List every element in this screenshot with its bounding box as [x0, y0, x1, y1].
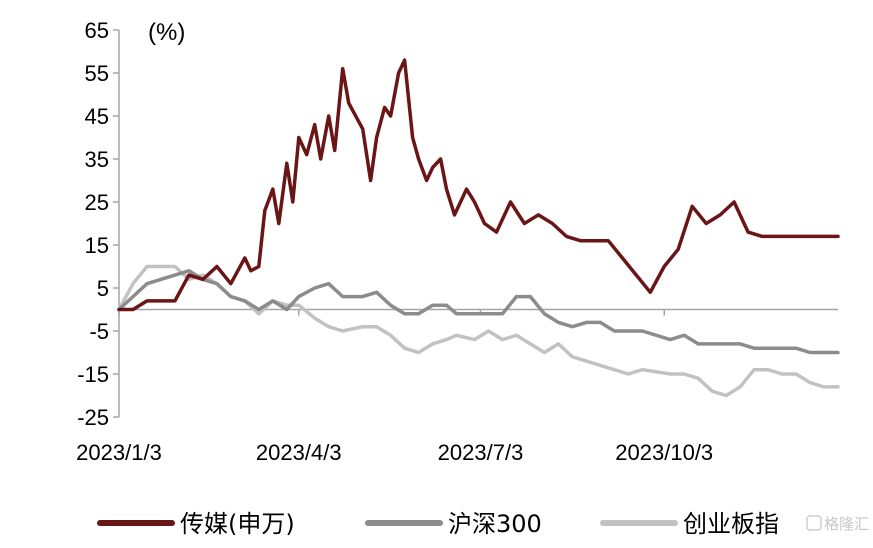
legend-label: 传媒(申万) [180, 510, 295, 538]
series-line-1 [117, 269, 840, 355]
x-tick-group: 2023/1/3 2023/4/3 2023/7/3 2023/10/3 [76, 309, 713, 465]
y-unit-label: (%) [148, 19, 185, 46]
y-tick-label: -25 [77, 405, 109, 430]
y-tick-label: 5 [97, 276, 109, 301]
y-tick-label: 65 [85, 18, 109, 43]
x-tick-label: 2023/10/3 [615, 440, 713, 465]
legend: 传媒(申万) 沪深300 创业板指 [97, 510, 779, 538]
x-tick-label: 2023/4/3 [256, 440, 342, 465]
y-tick-label: 55 [85, 61, 109, 86]
watermark: 格隆汇 [806, 515, 869, 533]
legend-label: 沪深300 [448, 510, 542, 538]
y-tick-label: 45 [85, 104, 109, 129]
series-group [117, 58, 840, 398]
series-line-2 [117, 264, 840, 398]
y-tick-label: 25 [85, 190, 109, 215]
y-tick-label: -15 [77, 362, 109, 387]
y-tick-group: 65 55 45 35 25 15 5 -5 -15 -25 [77, 18, 119, 430]
series-line-0 [117, 58, 840, 312]
y-tick-label: 35 [85, 147, 109, 172]
x-tick-label: 2023/7/3 [438, 440, 524, 465]
watermark-logo-icon [806, 515, 822, 531]
y-tick-label: -5 [89, 319, 109, 344]
legend-label: 创业板指 [683, 510, 779, 538]
x-tick-label: 2023/1/3 [76, 440, 162, 465]
watermark-text: 格隆汇 [824, 515, 869, 533]
y-tick-label: 15 [85, 233, 109, 258]
